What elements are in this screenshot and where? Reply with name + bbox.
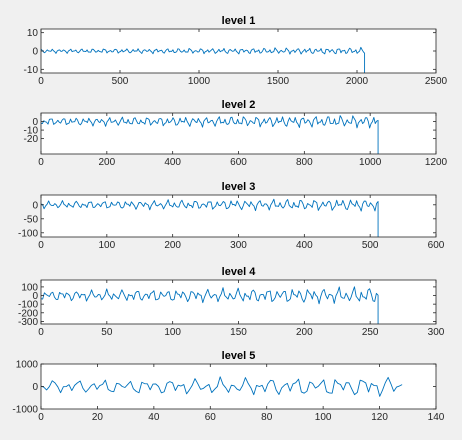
x-tick-label: 0 [38,412,44,423]
axes-area [41,195,436,237]
x-tick-label: 500 [362,240,379,251]
subplot-title: level 3 [222,181,256,193]
x-tick-label: 100 [164,327,181,338]
x-tick-label: 300 [230,240,247,251]
subplot-title: level 5 [222,350,256,362]
x-tick-label: 1000 [359,157,382,168]
x-tick-label: 400 [296,240,313,251]
x-tick-label: 300 [428,327,445,338]
y-tick-label: -10 [24,126,39,137]
y-tick-label: -100 [18,300,38,311]
y-tick-label: -300 [18,317,38,328]
x-tick-label: 0 [38,76,44,87]
x-tick-label: 40 [148,412,160,423]
y-tick-label: 100 [21,282,38,293]
subplot-3: level 3 0 100 200 300 400 500 600 0 -50 -100 [18,181,445,251]
y-tick-label: -1000 [12,405,38,416]
x-tick-label: 200 [98,157,115,168]
y-tick-label: 0 [32,117,38,128]
x-tick-label: 2000 [346,76,369,87]
series-line [40,46,366,73]
x-tick-label: 600 [230,157,247,168]
x-tick-label: 0 [38,157,44,168]
x-tick-label: 120 [371,412,388,423]
axes-area [41,113,436,154]
series-line [40,376,403,397]
x-tick-label: 200 [164,240,181,251]
y-tick-label: 0 [32,200,38,211]
subplot-title: level 4 [222,266,257,278]
x-tick-label: 60 [205,412,217,423]
x-tick-label: 800 [296,157,313,168]
y-tick-label: 1000 [16,360,39,371]
x-tick-label: 1500 [267,76,290,87]
subplot-4: level 40 50 100 150 200 250 3001000-100-200-30… [18,266,445,338]
x-tick-label: 500 [112,76,129,87]
x-tick-label: 0 [38,240,44,251]
y-tick-label: -50 [24,214,39,225]
x-tick-label: 0 [38,327,44,338]
series-line [40,198,379,237]
y-tick-label: -10 [24,65,39,76]
y-tick-label: -20 [24,134,39,145]
subplot-title: level 1 [222,15,256,27]
x-tick-label: 20 [92,412,104,423]
x-tick-label: 100 [98,240,115,251]
x-tick-label: 100 [315,412,332,423]
series-line [40,286,379,324]
y-tick-label: 0 [32,291,38,302]
x-tick-label: 140 [428,412,445,423]
subplot-title: level 2 [222,99,256,111]
x-tick-label: 80 [261,412,273,423]
x-tick-label: 2500 [425,76,448,87]
x-tick-label: 1200 [425,157,448,168]
x-tick-label: 1000 [188,76,211,87]
y-tick-label: 10 [27,28,39,39]
axes-area [41,29,436,73]
x-tick-label: 250 [362,327,379,338]
x-tick-label: 150 [230,327,247,338]
axes-area [41,280,436,324]
x-tick-label: 400 [164,157,181,168]
x-tick-label: 200 [296,327,313,338]
y-tick-label: 0 [32,47,38,58]
y-tick-label: -100 [18,228,38,239]
y-tick-label: -200 [18,308,38,319]
x-tick-label: 600 [428,240,445,251]
series-line [40,115,379,154]
y-tick-label: 0 [32,382,38,393]
x-tick-label: 50 [101,327,113,338]
